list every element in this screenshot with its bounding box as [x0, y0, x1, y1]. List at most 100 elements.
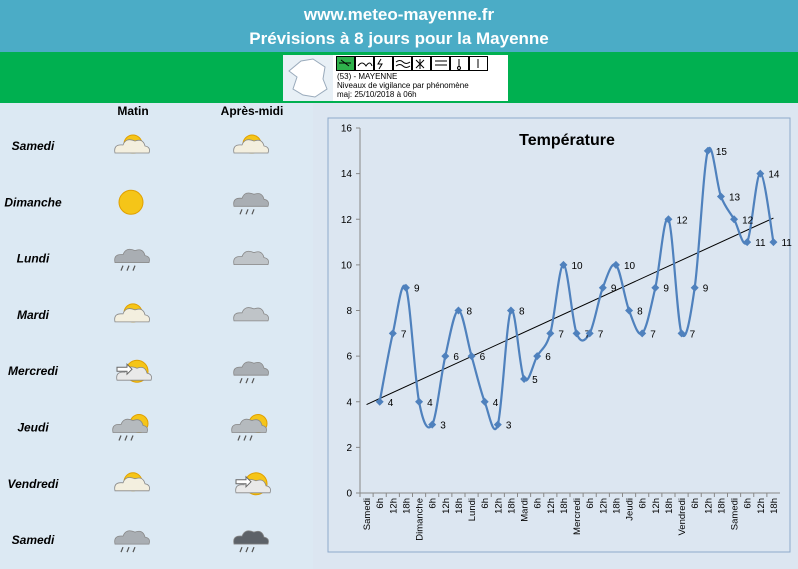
weather-icon	[233, 307, 269, 322]
weather-icon	[114, 472, 150, 492]
x-tick-label: 12h	[651, 498, 662, 514]
department: (53) - MAYENNE	[337, 72, 398, 81]
rain-drop	[245, 209, 249, 215]
rain-drop	[249, 435, 253, 441]
y-tick-label: 16	[341, 124, 353, 135]
trend-line	[366, 217, 774, 406]
data-label: 10	[571, 261, 583, 272]
rain-drop	[126, 265, 130, 271]
rain-drop	[130, 435, 134, 441]
data-label: 6	[545, 352, 551, 363]
rain-drop	[239, 546, 243, 553]
y-tick-label: 8	[346, 306, 352, 317]
cloud	[233, 250, 269, 265]
cloud	[116, 366, 152, 381]
day-name: Samedi	[12, 139, 55, 153]
rain-drop	[245, 546, 249, 553]
updated: maj: 25/10/2018 à 06h	[337, 90, 417, 99]
rain-drop	[120, 265, 124, 271]
x-tick-label: 18h	[716, 498, 727, 514]
data-label: 8	[466, 307, 472, 318]
data-label: 14	[768, 170, 780, 181]
x-tick-label: 6h	[743, 498, 754, 509]
x-tick-label: 12h	[756, 498, 767, 514]
cloud	[233, 530, 269, 545]
y-tick-label: 0	[346, 489, 352, 500]
x-tick-label: 18h	[454, 498, 465, 514]
weather-icon	[233, 250, 269, 265]
rain-drop	[126, 546, 130, 553]
vigilance-text: (53) - MAYENNE Niveaux de vigilance par …	[337, 72, 469, 99]
x-tick-label: 6h	[638, 498, 649, 509]
data-label: 3	[506, 421, 512, 432]
marker	[638, 329, 647, 338]
chart-title: Température	[519, 132, 615, 149]
y-tick-label: 10	[341, 260, 353, 271]
rain-drop	[251, 209, 255, 215]
day-name: Mardi	[17, 308, 50, 322]
marker	[388, 329, 397, 338]
data-label: 10	[624, 261, 636, 272]
weather-icon	[233, 361, 269, 384]
rain-drop	[243, 435, 247, 441]
data-label: 5	[532, 375, 538, 386]
weather-icon	[114, 530, 150, 553]
x-tick-label: 6h	[480, 498, 491, 509]
cloud	[114, 530, 150, 545]
marker	[598, 283, 607, 292]
marker	[730, 215, 739, 224]
data-label: 7	[401, 329, 407, 340]
forecast-table: Matin Après-midi Samedi Dimanche Lundi Mardi M…	[0, 103, 313, 569]
x-tick-label: Samedi	[362, 498, 373, 530]
vigilance-icons	[336, 56, 506, 76]
x-tick-label: Mercredi	[572, 498, 583, 535]
data-label: 9	[414, 284, 420, 295]
weather-icon	[233, 530, 269, 553]
x-tick-label: 18h	[506, 498, 517, 514]
x-tick-label: 12h	[493, 498, 504, 514]
x-tick-label: Mardi	[520, 498, 531, 522]
rain-drop	[239, 377, 243, 384]
marker	[743, 238, 752, 247]
day-name: Vendredi	[8, 477, 60, 491]
cloud	[112, 418, 148, 433]
marker	[716, 192, 725, 201]
data-label: 9	[703, 284, 709, 295]
marker	[690, 283, 699, 292]
marker	[677, 329, 686, 338]
data-label: 12	[676, 215, 688, 226]
marker	[559, 260, 568, 269]
cloud	[114, 308, 150, 323]
data-label: 11	[781, 238, 792, 249]
sun	[118, 189, 144, 215]
marker	[585, 329, 594, 338]
x-tick-label: 12h	[388, 498, 399, 514]
x-tick-label: 6h	[690, 498, 701, 509]
x-tick-label: 18h	[401, 498, 412, 514]
cloud	[231, 418, 267, 433]
marker	[480, 397, 489, 406]
marker	[611, 260, 620, 269]
rain-drop	[132, 265, 136, 271]
data-label: 9	[663, 284, 669, 295]
x-tick-label: 18h	[769, 498, 780, 514]
marker	[572, 329, 581, 338]
data-label: 4	[427, 398, 433, 409]
france-map	[283, 55, 333, 101]
x-tick-label: Dimanche	[415, 498, 426, 541]
data-label: 6	[480, 352, 486, 363]
x-tick-label: 12h	[441, 498, 452, 514]
data-label: 13	[729, 192, 741, 203]
y-tick-label: 6	[346, 352, 352, 363]
weather-icon	[118, 189, 144, 215]
data-label: 12	[742, 215, 754, 226]
marker	[454, 306, 463, 315]
header-band	[0, 0, 798, 52]
data-label: 7	[650, 329, 656, 340]
x-tick-label: 6h	[428, 498, 439, 509]
data-label: 15	[716, 147, 728, 158]
data-label: 9	[611, 284, 617, 295]
data-label: 8	[519, 307, 525, 318]
cloud	[235, 479, 271, 494]
